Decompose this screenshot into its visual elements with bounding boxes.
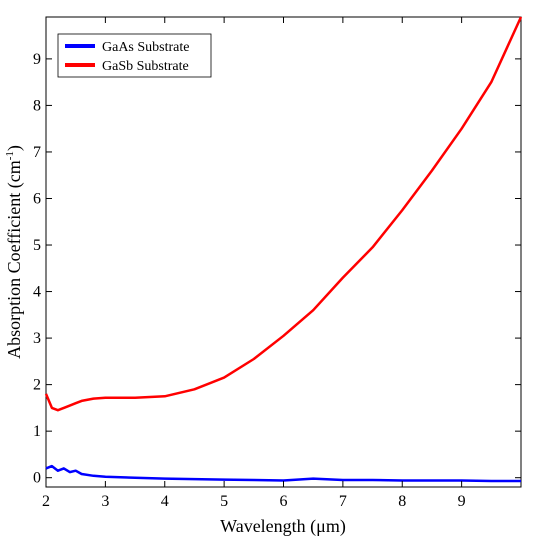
y-tick-label: 6 [33, 190, 41, 207]
y-axis-title-superscript: -1 [4, 151, 16, 160]
x-tick-label: 2 [42, 493, 50, 510]
y-tick-label: 5 [33, 237, 41, 254]
x-axis-title: Wavelength (μm) [220, 516, 346, 537]
x-tick-label: 9 [458, 493, 466, 510]
y-tick-label: 4 [33, 284, 41, 301]
legend: GaAs Substrate GaSb Substrate [57, 33, 212, 78]
y-axis-title: Absorption Coefficient (cm-1) [4, 145, 25, 359]
legend-label-gaas: GaAs Substrate [102, 40, 190, 55]
x-tick-label: 6 [280, 493, 288, 510]
legend-label-gasb: GaSb Substrate [102, 59, 189, 74]
y-tick-label: 2 [33, 377, 41, 394]
y-tick-label: 8 [33, 97, 41, 114]
series-line-gaas-substrate [45, 464, 521, 483]
x-tick-label: 4 [161, 493, 169, 510]
x-axis-ticks: 2 3 4 5 6 7 8 9 [42, 17, 466, 510]
plot-frame [45, 16, 522, 488]
y-axis-ticks: 0 1 2 3 4 5 6 7 8 9 [33, 51, 521, 487]
legend-box [57, 33, 212, 78]
y-tick-label: 7 [33, 144, 41, 161]
y-tick-label: 1 [33, 423, 41, 440]
series-layer [44, 16, 523, 483]
y-tick-label: 0 [33, 470, 41, 487]
y-tick-label: 9 [33, 51, 41, 68]
y-axis-title-tail: ) [4, 145, 25, 151]
x-tick-label: 5 [220, 493, 228, 510]
x-tick-label: 8 [398, 493, 406, 510]
y-tick-label: 3 [33, 330, 41, 347]
series-line-gasb-substrate [44, 16, 523, 412]
x-tick-label: 3 [101, 493, 109, 510]
y-axis-title-main: Absorption Coefficient (cm [4, 160, 25, 359]
x-tick-label: 7 [339, 493, 347, 510]
